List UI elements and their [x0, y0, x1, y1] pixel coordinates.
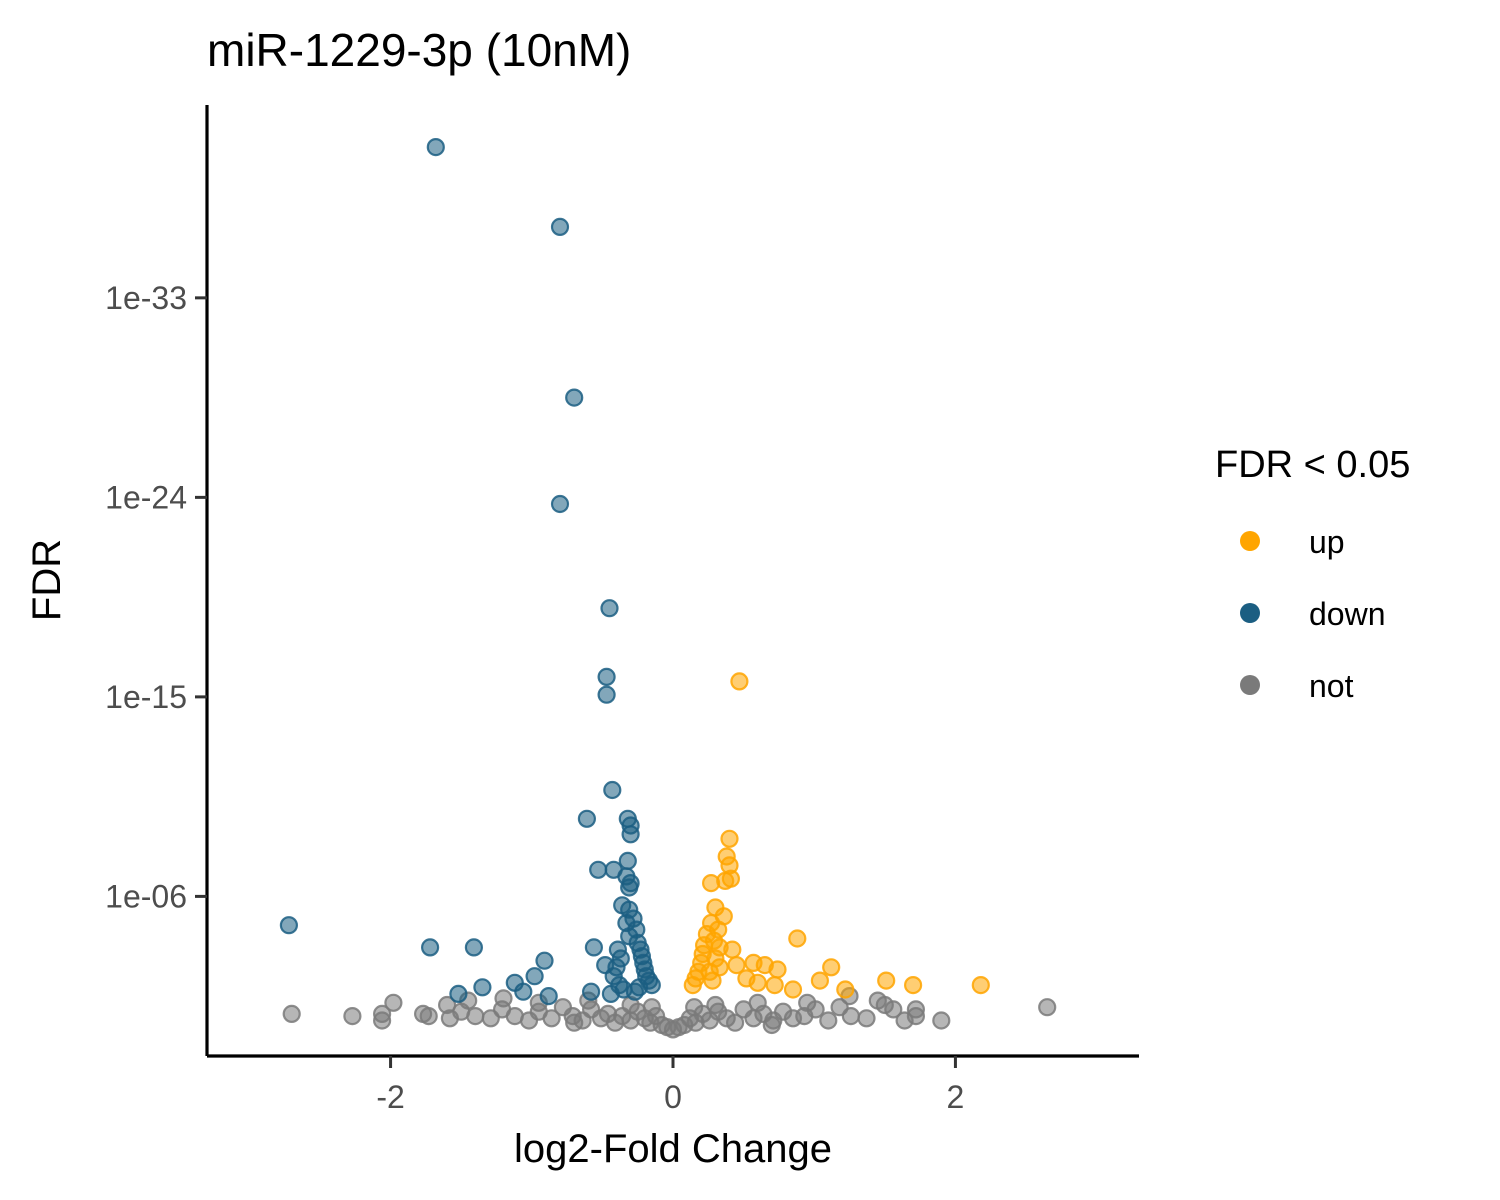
legend-label-down: down	[1309, 596, 1386, 632]
point-not	[884, 1000, 903, 1019]
point-down	[514, 982, 533, 1001]
point-down	[584, 938, 604, 957]
point-down	[449, 984, 468, 1004]
point-not	[685, 998, 704, 1017]
point-up	[700, 962, 719, 981]
point-not	[906, 1000, 926, 1019]
point-up	[683, 975, 702, 995]
point-up	[877, 971, 896, 990]
y-tick-label: 1e-24	[105, 479, 187, 515]
point-up	[903, 975, 923, 995]
point-not	[1038, 998, 1057, 1017]
point-not	[384, 993, 403, 1012]
point-not	[798, 993, 817, 1012]
x-tick-label: -2	[376, 1079, 404, 1115]
point-up	[709, 920, 728, 939]
point-down	[603, 780, 622, 800]
point-up	[971, 975, 990, 995]
point-down	[535, 951, 554, 970]
point-up	[788, 929, 807, 948]
point-not	[819, 1011, 838, 1030]
point-not	[466, 1006, 485, 1026]
points-layer	[279, 138, 1057, 1039]
y-tick-label: 1e-15	[105, 679, 187, 715]
legend-title: FDR < 0.05	[1215, 444, 1410, 486]
point-down	[577, 809, 597, 828]
point-up	[727, 955, 746, 975]
y-axis-title: FDR	[25, 539, 69, 621]
legend-swatch-not	[1240, 675, 1260, 695]
point-down	[550, 217, 570, 236]
legend-swatch-up	[1240, 531, 1260, 551]
point-down	[279, 916, 298, 935]
point-down	[600, 599, 619, 618]
x-axis-title: log2-Fold Change	[514, 1127, 832, 1171]
point-not	[841, 1006, 861, 1026]
point-not	[642, 998, 661, 1017]
point-up	[836, 980, 855, 999]
y-axis-ticks: 1e-33 1e-24 1e-15 1e-06	[105, 280, 207, 914]
x-tick-label: 2	[947, 1079, 965, 1115]
point-not	[438, 995, 457, 1015]
point-down	[464, 938, 483, 957]
point-up	[822, 958, 841, 977]
y-tick-label: 1e-33	[105, 280, 187, 316]
point-down	[550, 494, 570, 514]
point-down	[426, 138, 445, 157]
point-up	[748, 973, 767, 992]
point-up	[768, 960, 787, 979]
point-not	[343, 1006, 362, 1026]
point-not	[932, 1011, 951, 1030]
point-down	[589, 860, 608, 879]
y-tick-label: 1e-06	[105, 878, 187, 914]
point-down	[597, 667, 616, 687]
point-down	[621, 825, 640, 844]
point-down	[539, 986, 558, 1006]
point-down	[620, 878, 639, 897]
point-not	[282, 1004, 301, 1024]
point-down	[608, 940, 628, 959]
point-not	[494, 989, 513, 1008]
point-up	[720, 829, 739, 848]
point-down	[473, 978, 492, 997]
point-down	[421, 938, 440, 957]
point-down	[565, 388, 584, 407]
point-not	[748, 993, 767, 1012]
chart-title: miR-1229-3p (10nM)	[207, 24, 631, 76]
x-axis-ticks: -2 0 2	[376, 1056, 964, 1115]
point-not	[373, 1004, 392, 1024]
x-tick-label: 0	[664, 1079, 682, 1115]
legend-label-not: not	[1309, 668, 1354, 704]
point-not	[706, 995, 725, 1015]
point-not	[857, 1009, 876, 1028]
point-down	[581, 982, 601, 1001]
point-up	[783, 980, 803, 999]
point-down	[618, 851, 637, 871]
legend-swatch-down	[1240, 603, 1260, 623]
point-down	[601, 984, 621, 1004]
point-not	[762, 1015, 781, 1035]
legend-label-up: up	[1309, 524, 1345, 560]
point-not	[565, 1013, 584, 1032]
point-up	[765, 975, 784, 995]
point-up	[701, 873, 721, 893]
point-down	[525, 967, 544, 986]
legend: FDR < 0.05 up down not	[1215, 444, 1410, 704]
point-not	[542, 1009, 561, 1028]
point-not	[725, 1013, 745, 1032]
point-not	[419, 1006, 438, 1026]
point-down	[597, 685, 616, 704]
point-up	[810, 971, 830, 990]
point-up	[730, 672, 749, 691]
point-down	[629, 978, 649, 997]
